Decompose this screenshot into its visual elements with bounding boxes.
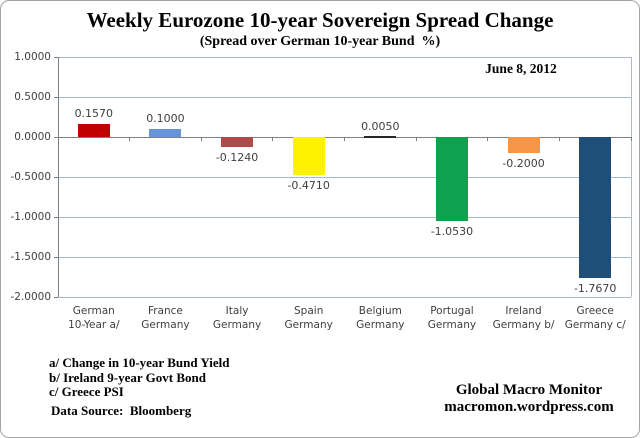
footnote-b: b/ Ireland 9-year Govt Bond xyxy=(49,369,206,385)
category-axis-tick xyxy=(415,137,417,141)
bar-value-label-portugal: -1.0530 xyxy=(430,225,474,239)
gridline xyxy=(58,176,631,178)
plot-right-border xyxy=(631,57,632,297)
category-label-italy: Italy Germany xyxy=(201,304,273,332)
bar-value-label-italy: -0.1240 xyxy=(215,150,259,164)
category-label-line1: German xyxy=(72,305,115,317)
category-label-line2: Germany b/ xyxy=(492,319,555,331)
category-label-line1: Greece xyxy=(576,305,614,317)
category-axis-tick xyxy=(272,137,274,141)
category-axis-tick xyxy=(129,137,131,141)
bar-value-label-spain: -0.4710 xyxy=(287,178,330,192)
bar-italy xyxy=(221,137,254,147)
footnotes: a/ Change in 10-year Bund Yield b/ Irela… xyxy=(49,355,230,400)
category-label-greece: Greece Germany c/ xyxy=(559,304,631,332)
data-source: Data Source: Bloomberg xyxy=(51,403,192,418)
y-axis-tick xyxy=(54,136,58,138)
bar-value-label-german: 0.1570 xyxy=(74,107,114,121)
y-axis-tick xyxy=(54,296,58,298)
category-label-german: German 10-Year a/ xyxy=(58,304,130,332)
gridline xyxy=(58,256,631,258)
bar-belgium xyxy=(364,136,397,138)
bar-portugal xyxy=(435,137,468,222)
brand-url: macromon.wordpress.com xyxy=(444,399,614,415)
category-axis-tick xyxy=(200,137,202,141)
category-axis-tick xyxy=(487,137,489,141)
footnote-c: c/ Greece PSI xyxy=(49,384,124,399)
date-label: June 8, 2012 xyxy=(485,61,557,76)
category-label-line1: Spain xyxy=(294,305,324,317)
y-axis-line xyxy=(58,57,59,297)
category-label-line1: Portugal xyxy=(430,305,474,317)
y-axis-label: 1.0000 xyxy=(14,51,51,63)
category-axis-tick xyxy=(344,137,345,141)
category-label-line2: Germany xyxy=(427,319,477,331)
gridline xyxy=(58,96,631,98)
y-axis-tick xyxy=(54,256,58,258)
category-label-spain: Spain Germany xyxy=(273,304,345,332)
brand-name: Global Macro Monitor xyxy=(455,382,603,398)
y-axis-tick xyxy=(54,56,58,58)
category-axis-tick xyxy=(630,137,632,141)
category-label-line2: Germany xyxy=(356,319,405,331)
category-label-line2: 10-Year a/ xyxy=(68,319,120,331)
category-label-belgium: Belgium Germany xyxy=(345,304,417,332)
brand-block: Global Macro Monitor macromon.wordpress.… xyxy=(419,382,639,416)
category-label-line1: France xyxy=(147,305,183,317)
bar-value-label-greece: -1.7670 xyxy=(573,282,617,296)
category-label-ireland: Ireland Germany b/ xyxy=(488,304,560,332)
bar-greece xyxy=(579,137,612,279)
y-axis-label: -0.5000 xyxy=(10,171,51,183)
bar-value-label-ireland: -0.2000 xyxy=(502,157,545,170)
chart-subtitle: (Spread over German 10-year Bund %) xyxy=(199,34,441,49)
category-label-line2: Germany c/ xyxy=(564,319,626,331)
y-axis-tick xyxy=(54,96,58,98)
bar-ireland xyxy=(507,137,540,153)
category-label-line2: Germany xyxy=(141,319,190,331)
gridline xyxy=(58,56,631,58)
y-axis-label: -2.0000 xyxy=(10,291,51,303)
category-label-line2: Germany xyxy=(212,319,262,331)
category-axis-tick xyxy=(57,137,59,141)
y-axis-label: 0.0000 xyxy=(14,131,51,143)
category-label-line1: Belgium xyxy=(358,305,402,317)
bar-france xyxy=(149,129,182,137)
gridline xyxy=(58,296,631,298)
y-axis-label: -1.5000 xyxy=(10,251,51,263)
y-axis-label: 0.5000 xyxy=(14,91,51,103)
category-label-line1: Ireland xyxy=(505,305,542,317)
bar-german xyxy=(77,124,110,137)
category-label-line1: Italy xyxy=(225,305,249,317)
category-axis-tick xyxy=(558,137,560,141)
y-axis-label: -1.0000 xyxy=(10,211,51,223)
gridline xyxy=(58,216,631,218)
category-label-line2: Germany xyxy=(284,319,333,331)
category-label-portugal: Portugal Germany xyxy=(416,304,488,332)
footnote-a: a/ Change in 10-year Bund Yield xyxy=(49,355,230,370)
y-axis-tick xyxy=(54,216,58,218)
bar-spain xyxy=(292,137,325,175)
chart-title: Weekly Eurozone 10-year Sovereign Spread… xyxy=(86,8,554,32)
bar-value-label-france: 0.1000 xyxy=(146,112,185,125)
category-label-france: France Germany xyxy=(130,304,202,332)
y-axis-tick xyxy=(54,176,58,178)
bar-value-label-belgium: 0.0050 xyxy=(361,119,400,133)
